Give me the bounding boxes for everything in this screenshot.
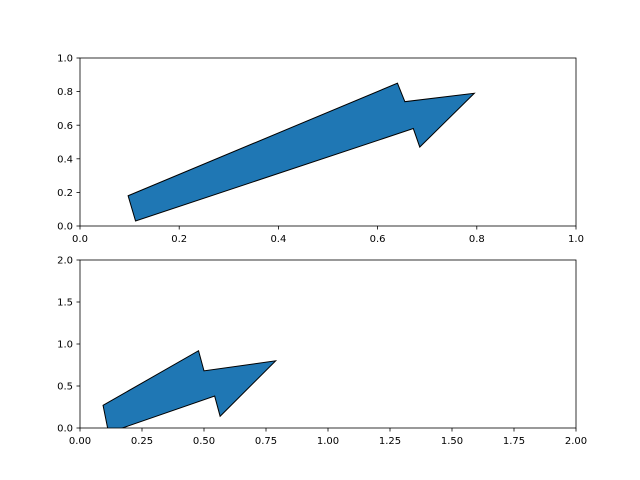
bottom-axes: 0.00 0.25 0.50 0.75 1.00 1.25 1.50 1.75 2.00 0.0 0… — [57, 256, 587, 447]
y-tick-label: 0.2 — [57, 188, 73, 199]
x-tick-label: 0.00 — [69, 436, 91, 447]
x-tick-label: 2.00 — [565, 436, 587, 447]
y-tick-label: 1.5 — [57, 298, 73, 309]
top-axes: 0.0 0.2 0.4 0.6 0.8 1.0 0.0 0.2 0.4 0.6 0.8 1.0 — [57, 54, 584, 245]
x-tick-label: 1.50 — [441, 436, 463, 447]
x-tick-label: 1.00 — [317, 436, 339, 447]
arrow-patch — [127, 82, 476, 222]
y-tick-label: 2.0 — [57, 256, 73, 267]
x-tick-label: 1.0 — [568, 234, 584, 245]
x-tick-label: 0.75 — [255, 436, 277, 447]
y-tick-label: 0.5 — [57, 382, 73, 393]
x-tick-label: 0.25 — [131, 436, 153, 447]
x-tick-label: 0.8 — [469, 234, 485, 245]
x-tick-label: 0.6 — [370, 234, 386, 245]
y-tick-label: 1.0 — [57, 54, 73, 65]
x-tick-label: 1.25 — [379, 436, 401, 447]
x-tick-label: 0.50 — [193, 436, 215, 447]
x-tick-label: 0.2 — [171, 234, 187, 245]
x-tick-label: 0.0 — [72, 234, 88, 245]
x-tick-label: 1.75 — [503, 436, 525, 447]
arrow-patch — [102, 349, 278, 428]
x-tick-label: 0.4 — [270, 234, 286, 245]
axes-frame — [79, 57, 577, 227]
y-tick-label: 1.0 — [57, 340, 73, 351]
y-tick-label: 0.8 — [57, 87, 73, 98]
y-tick-label: 0.0 — [57, 222, 73, 233]
y-tick-label: 0.6 — [57, 121, 73, 132]
y-tick-label: 0.0 — [57, 424, 73, 435]
y-tick-label: 0.4 — [57, 154, 73, 165]
